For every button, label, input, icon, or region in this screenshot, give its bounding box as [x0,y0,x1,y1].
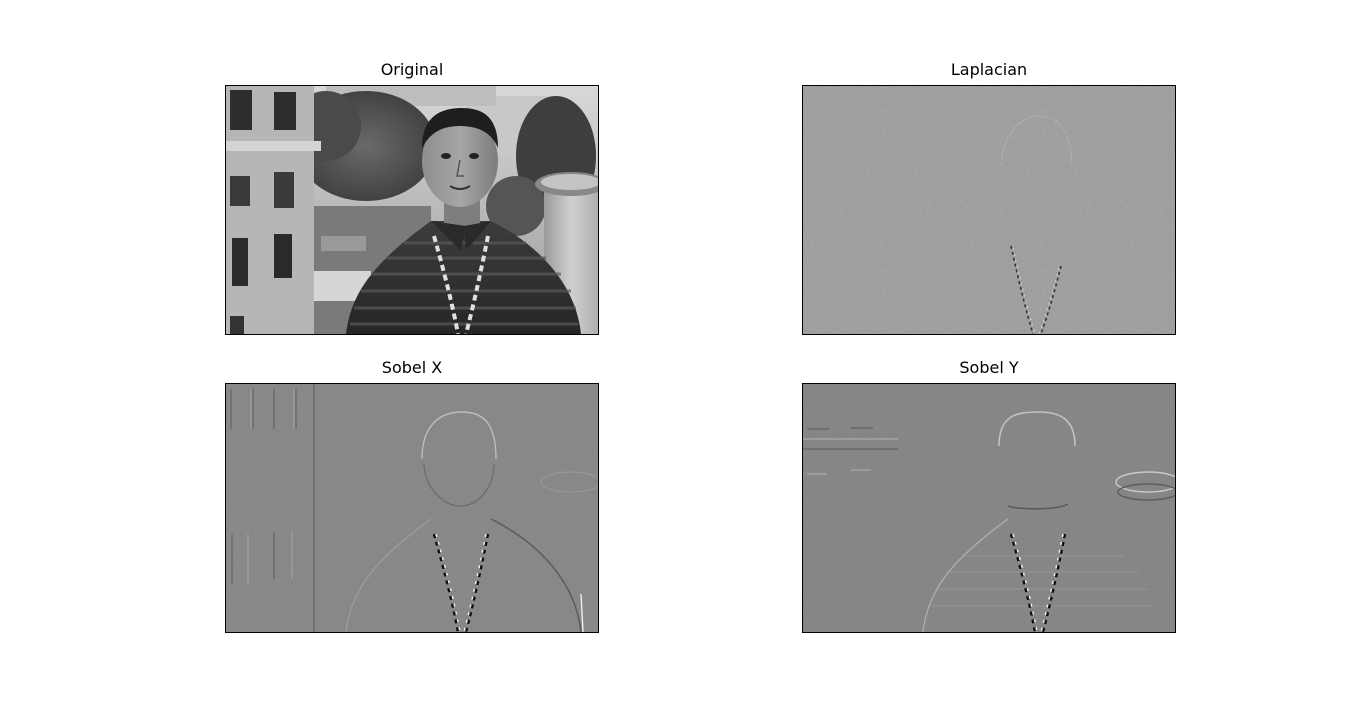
sobel-x-image-panel [225,383,599,633]
laplacian-title: Laplacian [950,60,1028,79]
original-image-panel [225,85,599,335]
laplacian-image [803,86,1175,334]
original-title: Original [380,60,444,79]
sobel-x-title: Sobel X [381,358,443,377]
original-image [226,86,598,334]
sobel-y-title: Sobel Y [959,358,1019,377]
sobel-x-image [226,384,598,632]
sobel-y-image [803,384,1175,632]
sobel-y-image-panel [802,383,1176,633]
laplacian-image-panel [802,85,1176,335]
